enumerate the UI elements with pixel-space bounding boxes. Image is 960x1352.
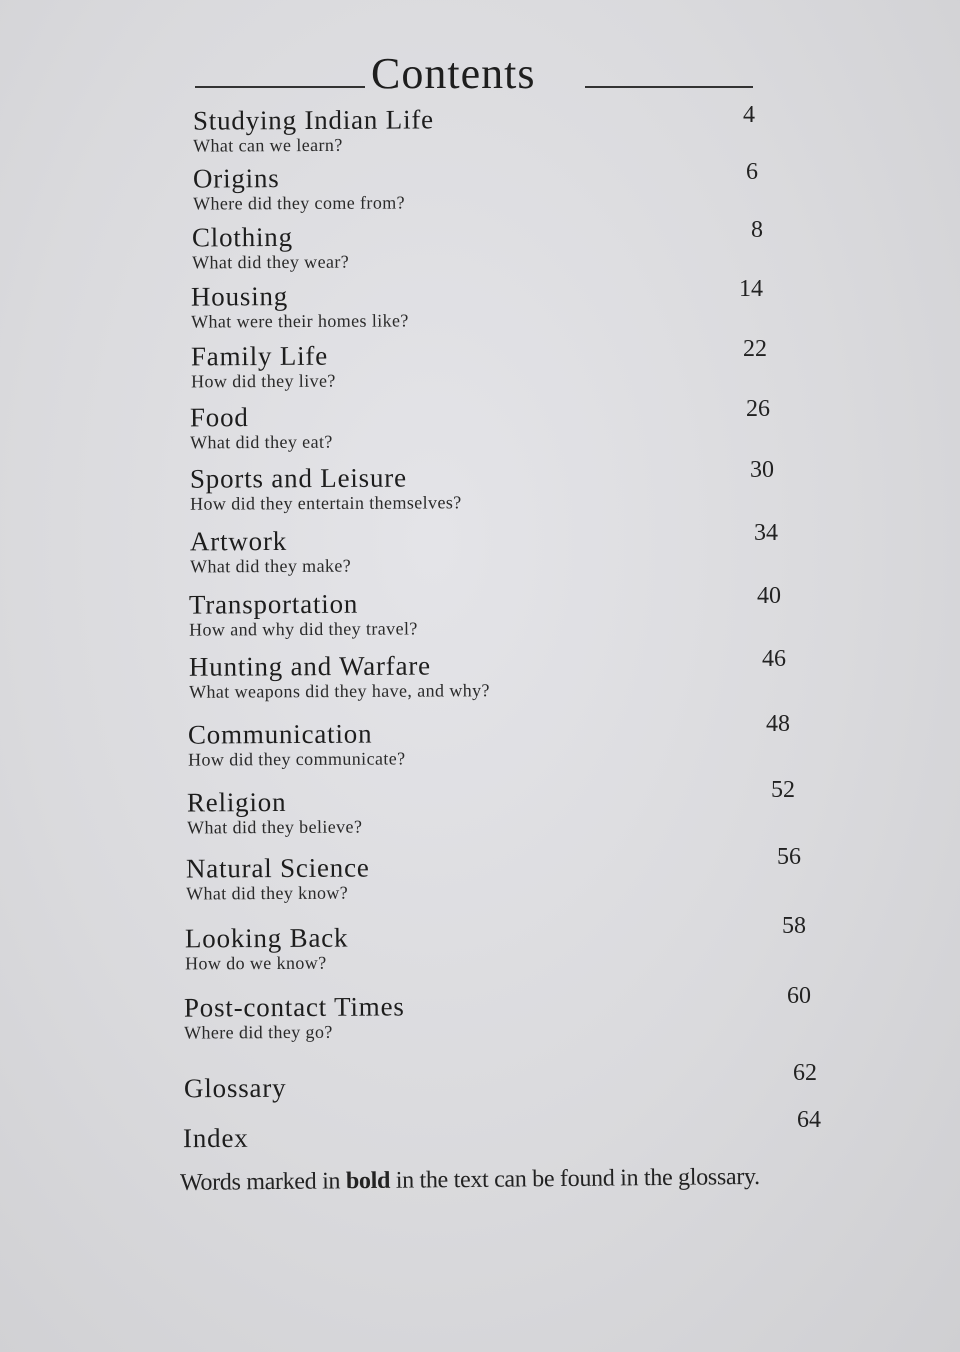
toc-entry: Food What did they eat? (189, 402, 333, 454)
entry-subtitle: What did they eat? (190, 431, 333, 453)
entry-subtitle: What did they wear? (192, 251, 350, 273)
entry-subtitle: What did they make? (190, 555, 352, 577)
entry-subtitle: What were their homes like? (191, 310, 409, 332)
entry-heading: Food (189, 402, 249, 433)
note-text: Words marked in (179, 1168, 347, 1196)
toc-entry: Natural Science What did they know? (185, 852, 370, 905)
entry-page-number: 40 (757, 583, 781, 609)
toc-entry: Communication How did they communicate? (188, 719, 406, 770)
entry-subtitle: How do we know? (185, 952, 327, 974)
toc-entry: Post-contact Times Where did they go? (183, 991, 405, 1043)
entry-page-number: 22 (743, 336, 767, 362)
entry-page-number: 52 (771, 777, 795, 803)
entry-heading: Glossary (183, 1072, 287, 1104)
entry-heading: Origins (192, 163, 280, 194)
entry-subtitle: What can we learn? (193, 134, 343, 156)
title-rule-right (585, 86, 753, 88)
title-rule-left (195, 86, 365, 88)
entry-subtitle: What weapons did they have, and why? (189, 680, 490, 702)
entry-page-number: 64 (797, 1107, 821, 1133)
entry-subtitle: Where did they come from? (193, 192, 406, 214)
entry-subtitle: How and why did they travel? (189, 618, 418, 640)
entry-page-number: 62 (793, 1060, 817, 1086)
toc-entry: Index (182, 1122, 249, 1154)
toc-entry: Glossary (183, 1072, 287, 1104)
entry-page-number: 60 (787, 983, 811, 1009)
toc-entry: Clothing What did they wear? (191, 221, 350, 274)
entry-heading: Communication (187, 718, 373, 750)
toc-entry: Looking Back How do we know? (184, 922, 349, 975)
entry-page-number: 4 (743, 102, 755, 128)
toc-entry: Studying Indian Life What can we learn? (192, 104, 434, 156)
entry-page-number: 58 (782, 913, 806, 939)
entry-heading: Studying Indian Life (192, 104, 434, 136)
entry-heading: Clothing (191, 221, 293, 253)
entry-subtitle: How did they live? (191, 370, 336, 392)
entry-heading: Looking Back (184, 922, 349, 954)
toc-entry: Transportation How and why did they trave… (189, 589, 418, 640)
entry-page-number: 34 (754, 520, 778, 546)
toc-entry: Housing What were their homes like? (191, 281, 409, 332)
toc-entry: Sports and Leisure How did they entertain… (190, 463, 462, 514)
entry-subtitle: How did they communicate? (188, 748, 406, 770)
entry-subtitle: Where did they go? (184, 1021, 333, 1043)
note-text-end: in the text can be found in the glossary… (389, 1163, 760, 1194)
entry-page-number: 26 (746, 396, 770, 422)
entry-subtitle: How did they entertain themselves? (190, 492, 462, 514)
entry-heading: Artwork (189, 525, 288, 557)
entry-heading: Post-contact Times (183, 991, 405, 1023)
contents-header: Contents (195, 48, 755, 98)
entry-heading: Sports and Leisure (189, 462, 407, 494)
entry-page-number: 8 (751, 217, 763, 243)
entry-heading: Natural Science (185, 852, 370, 884)
entry-page-number: 56 (777, 844, 801, 870)
toc-entry: Artwork What did they make? (189, 525, 352, 578)
entry-page-number: 14 (739, 276, 763, 302)
note-bold-word: bold (345, 1167, 391, 1195)
entry-page-number: 30 (750, 457, 774, 483)
toc-entry: Origins Where did they come from? (193, 163, 405, 214)
entry-page-number: 6 (746, 159, 758, 185)
toc-entry: Hunting and Warfare What weapons did they… (189, 651, 490, 703)
entry-heading: Index (182, 1122, 249, 1154)
entry-heading: Housing (190, 281, 289, 312)
entry-heading: Transportation (188, 588, 359, 620)
entry-page-number: 46 (762, 646, 786, 672)
entry-heading: Hunting and Warfare (188, 650, 431, 682)
toc-entry: Family Life How did they live? (190, 340, 336, 393)
entry-subtitle: What did they know? (186, 882, 349, 904)
entry-subtitle: What did they believe? (187, 816, 363, 838)
entry-page-number: 48 (766, 711, 790, 737)
glossary-note: Words marked in bold in the text can be … (180, 1164, 760, 1197)
entry-heading: Family Life (190, 340, 329, 372)
page-title: Contents (371, 49, 536, 98)
toc-entry: Religion What did they believe? (186, 786, 363, 839)
entry-heading: Religion (186, 786, 287, 818)
